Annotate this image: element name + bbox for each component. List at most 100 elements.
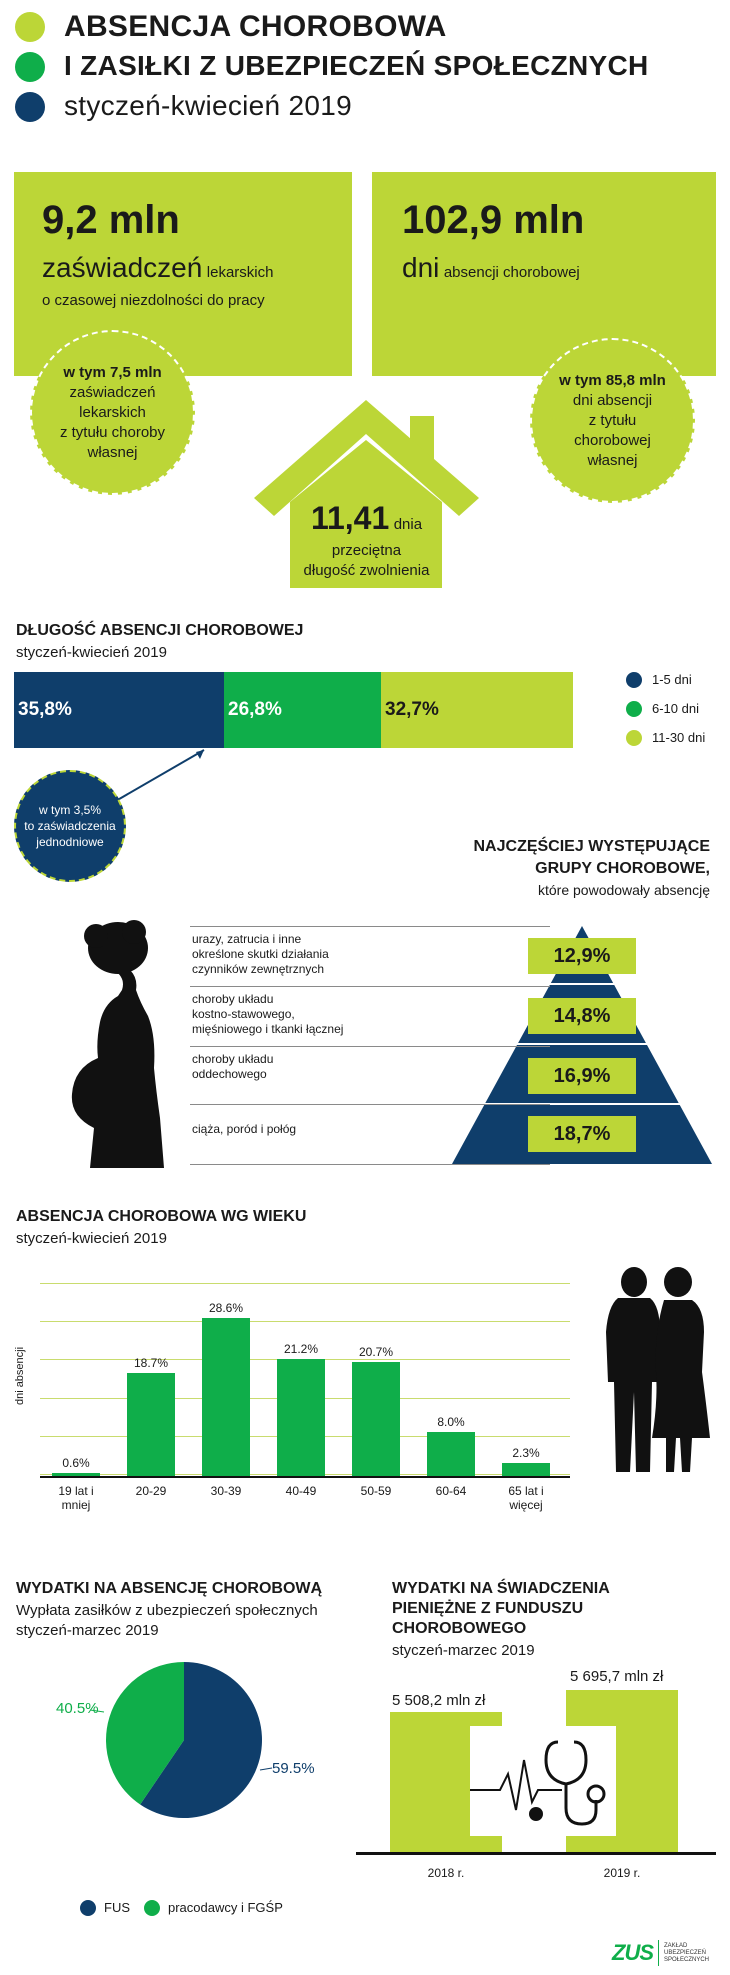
age-category-5: 60-64 bbox=[421, 1484, 481, 1498]
days-circle-bold: w tym 85,8 mln bbox=[559, 371, 666, 389]
duration-legend-dot-1 bbox=[626, 701, 642, 717]
house-value-line: 11,41 dnia bbox=[254, 500, 479, 537]
groups-row-value-1: 14,8% bbox=[528, 998, 636, 1034]
certificates-word: zaświadczeń bbox=[42, 252, 203, 283]
certificates-circle: w tym 7,5 mln zaświadczeń lekarskich z t… bbox=[30, 330, 195, 495]
age-bar-6 bbox=[502, 1463, 550, 1476]
certificates-circle-l4: własnej bbox=[87, 443, 138, 461]
duration-note-l3: jednodniowe bbox=[36, 835, 104, 849]
certificates-circle-l2: lekarskich bbox=[79, 403, 146, 421]
fund-value-2018: 5 508,2 mln zł bbox=[392, 1692, 486, 1709]
zus-logo-mark: ZUS bbox=[612, 1940, 654, 1965]
certificates-number: 9,2 mln bbox=[42, 198, 180, 242]
days-word-line: dni absencji chorobowej bbox=[402, 252, 580, 284]
age-category-3-line-0: 40-49 bbox=[285, 1484, 317, 1498]
age-category-0-line-1: mniej bbox=[61, 1498, 91, 1512]
age-bar-value-0: 0.6% bbox=[62, 1456, 90, 1470]
age-bar-value-2: 28.6% bbox=[208, 1301, 244, 1315]
certificates-word-line: zaświadczeń lekarskich bbox=[42, 252, 273, 284]
duration-segment-0: 35,8% bbox=[14, 672, 224, 748]
duration-legend-label-1: 6-10 dni bbox=[652, 701, 699, 716]
age-category-4: 50-59 bbox=[346, 1484, 406, 1498]
header-title-line2: I ZASIŁKI Z UBEZPIECZEŃ SPOŁECZNYCH bbox=[64, 50, 649, 81]
groups-row-label-2-l2: oddechowego bbox=[192, 1067, 267, 1081]
duration-segment-2: 32,7% bbox=[381, 672, 573, 748]
expenses-sub2: styczeń-marzec 2019 bbox=[16, 1622, 159, 1639]
expenses-title: WYDATKI NA ABSENCJĘ CHOROBOWĄ bbox=[16, 1580, 323, 1597]
certificates-desc: o czasowej niezdolności do pracy bbox=[42, 292, 265, 309]
age-bar-1 bbox=[127, 1373, 175, 1476]
groups-row-line-1 bbox=[190, 986, 550, 987]
days-circle-l2: z tytułu bbox=[588, 411, 637, 429]
days-word-small: absencji chorobowej bbox=[443, 264, 580, 281]
pregnant-woman-icon bbox=[71, 920, 164, 1168]
days-circle-l4: własnej bbox=[587, 451, 638, 469]
age-category-6-line-1: więcej bbox=[509, 1498, 543, 1512]
days-number: 102,9 mln bbox=[402, 198, 585, 242]
age-bar-5 bbox=[427, 1432, 475, 1476]
groups-row-value-2: 16,9% bbox=[528, 1058, 636, 1094]
pie-legend-employers: pracodawcy i FGŚP bbox=[168, 1900, 283, 1915]
fund-title-2: PIENIĘŻNE Z FUNDUSZU bbox=[392, 1600, 584, 1617]
duration-stacked-bar: 35,8% 26,8% 32,7% bbox=[14, 672, 574, 748]
groups-row-label-0: urazy, zatrucia i inne określone skutki d… bbox=[192, 932, 329, 977]
age-bar-value-5: 8.0% bbox=[437, 1415, 465, 1429]
age-bar-value-6: 2.3% bbox=[512, 1446, 540, 1460]
duration-segment-1: 26,8% bbox=[224, 672, 381, 748]
age-subtitle: styczeń-kwiecień 2019 bbox=[16, 1230, 167, 1247]
header-dot-navy bbox=[15, 92, 45, 122]
groups-row-label-1-l3: mięśniowego i tkanki łącznej bbox=[192, 1022, 344, 1036]
zus-logo: ZUS ZAKŁAD UBEZPIECZEŃ SPOŁECZNYCH bbox=[612, 1940, 709, 1966]
pie-slice-0 bbox=[140, 1662, 262, 1818]
duration-note-arrow bbox=[113, 749, 205, 803]
age-category-2-line-0: 30-39 bbox=[210, 1484, 242, 1498]
house-desc-1: przeciętna bbox=[331, 542, 402, 559]
pie-legend-employers-dot bbox=[144, 1900, 160, 1916]
groups-row-label-3: ciąża, poród i połóg bbox=[192, 1122, 296, 1137]
certificates-word-small: lekarskich bbox=[206, 264, 274, 281]
duration-note-l2: to zaświadczenia bbox=[24, 819, 116, 833]
age-category-0: 19 lat i mniej bbox=[46, 1484, 106, 1512]
fund-year-2018: 2018 r. bbox=[427, 1866, 465, 1880]
age-category-2: 30-39 bbox=[196, 1484, 256, 1498]
age-category-3: 40-49 bbox=[271, 1484, 331, 1498]
age-category-0-line-0: 19 lat i bbox=[58, 1484, 94, 1498]
duration-legend-label-2: 11-30 dni bbox=[652, 730, 706, 745]
header-title-line1: ABSENCJA CHOROBOWA bbox=[64, 10, 447, 43]
groups-row-line-3 bbox=[190, 1104, 550, 1105]
groups-row-label-0-l1: urazy, zatrucia i inne bbox=[192, 932, 302, 946]
age-gridline bbox=[40, 1283, 570, 1285]
fund-baseline bbox=[356, 1852, 716, 1855]
age-bar-value-4: 20.7% bbox=[358, 1345, 394, 1359]
groups-row-label-1: choroby układu kostno-stawowego, mięśniowe… bbox=[192, 992, 343, 1037]
zus-logo-divider bbox=[658, 1940, 659, 1966]
groups-subtitle: które powodowały absencję bbox=[538, 882, 710, 898]
header-dot-lime bbox=[15, 12, 45, 42]
age-gridline bbox=[40, 1321, 570, 1323]
age-category-5-line-0: 60-64 bbox=[435, 1484, 467, 1498]
pie-legend-fus-dot bbox=[80, 1900, 96, 1916]
certificates-circle-l1: zaświadczeń bbox=[69, 383, 156, 401]
stethoscope-icon bbox=[470, 1740, 606, 1826]
header-dot-green bbox=[15, 52, 45, 82]
age-category-1-line-0: 20-29 bbox=[135, 1484, 167, 1498]
header-period: styczeń-kwiecień 2019 bbox=[64, 90, 352, 121]
age-bar-value-1: 18.7% bbox=[133, 1356, 169, 1370]
age-bar-2 bbox=[202, 1318, 250, 1476]
age-bar-value-3: 21.2% bbox=[283, 1342, 319, 1356]
zus-logo-text: ZAKŁAD UBEZPIECZEŃ SPOŁECZNYCH bbox=[664, 1943, 709, 1964]
groups-row-label-0-l3: czynników zewnętrznych bbox=[192, 962, 325, 976]
fund-title-1: WYDATKI NA ŚWIADCZENIA bbox=[392, 1580, 610, 1597]
days-circle-l3: chorobowej bbox=[574, 431, 651, 449]
groups-row-label-3-l1: ciąża, poród i połóg bbox=[192, 1122, 297, 1136]
pie-label-fus: 59.5% bbox=[272, 1760, 315, 1777]
age-bar-4 bbox=[352, 1362, 400, 1476]
zus-logo-l1: ZAKŁAD bbox=[664, 1942, 688, 1949]
age-bar-0 bbox=[52, 1473, 100, 1476]
groups-row-line-2 bbox=[190, 1046, 550, 1047]
days-circle: w tym 85,8 mln dni absencji z tytułu cho… bbox=[530, 338, 695, 503]
age-bar-3 bbox=[277, 1359, 325, 1476]
age-category-1: 20-29 bbox=[121, 1484, 181, 1498]
certificates-circle-l3: z tytułu choroby bbox=[59, 423, 166, 441]
expenses-pie-chart bbox=[106, 1662, 262, 1818]
